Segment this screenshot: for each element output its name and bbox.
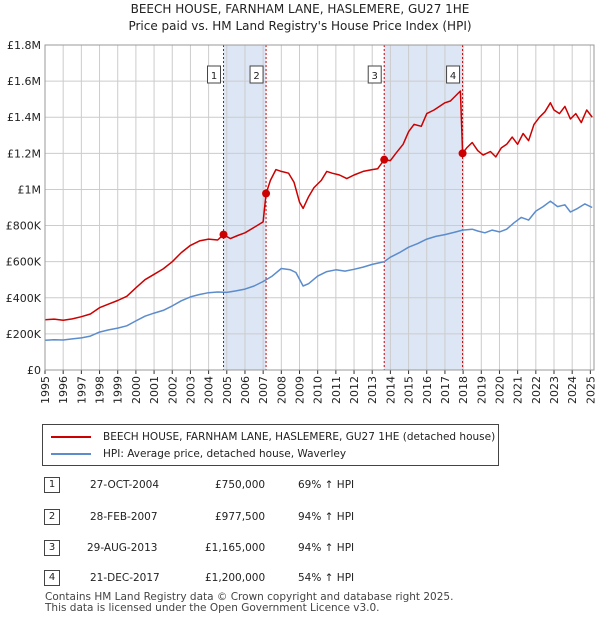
y-tick-label: £600K [6, 256, 42, 269]
transaction-hpi: 94% ↑ HPI [298, 542, 355, 554]
series-lines [44, 90, 593, 341]
x-tick-label: 2022 [530, 376, 543, 404]
x-tick-label: 2016 [421, 376, 434, 404]
x-tick-label: 2008 [275, 376, 288, 404]
transaction-label-box [367, 65, 382, 84]
x-tick-label: 2023 [548, 376, 561, 404]
transaction-hpi: 54% ↑ HPI [298, 572, 355, 584]
x-tick-label: 2025 [584, 376, 597, 404]
transaction-number: 2 [44, 509, 60, 525]
x-tick-label: 2005 [221, 376, 234, 404]
legend-line-hpi [51, 453, 91, 455]
legend-item-property: BEECH HOUSE, FARNHAM LANE, HASLEMERE, GU… [51, 429, 495, 445]
transaction-point [262, 189, 271, 198]
transaction-label-box [249, 65, 264, 84]
y-tick-label: £200K [6, 328, 42, 341]
gridlines [44, 44, 594, 371]
x-tick-label: 2004 [203, 376, 216, 404]
transaction-number: 3 [44, 540, 60, 556]
x-tick-label: 1999 [112, 376, 125, 404]
transaction-number: 1 [44, 477, 60, 493]
x-tick-label: 2014 [384, 376, 397, 404]
legend-item-hpi: HPI: Average price, detached house, Wave… [51, 446, 346, 462]
transaction-hpi: 69% ↑ HPI [298, 479, 355, 491]
transaction-date: 27-OCT-2004 [90, 479, 159, 491]
x-tick-label: 2006 [239, 376, 252, 404]
transaction-label-box [207, 65, 222, 84]
x-tick-label: 1997 [75, 376, 88, 404]
x-tick-label: 2007 [257, 376, 270, 404]
footer-line-2: This data is licensed under the Open Gov… [45, 602, 380, 614]
transaction-row: 3 29-AUG-2013 £1,165,000 94% ↑ HPI [0, 537, 600, 561]
x-tick-label: 2002 [166, 376, 179, 404]
transaction-markers: 1 2 3 4 [207, 65, 467, 239]
axes: £0 £200K £400K £600K £800K £1M £1.2M £1.4M £1.6M… [6, 39, 598, 404]
transaction-row: 1 27-OCT-2004 £750,000 69% ↑ HPI [0, 474, 600, 498]
shaded-period [384, 45, 463, 370]
legend-label-hpi: HPI: Average price, detached house, Wave… [103, 448, 347, 460]
x-tick-label: 2015 [403, 376, 416, 404]
x-tick-label: 2017 [439, 376, 452, 404]
y-tick-label: £1.8M [7, 39, 41, 52]
footer-line-1: Contains HM Land Registry data © Crown c… [45, 591, 454, 603]
transaction-point [380, 155, 389, 164]
chart-title-line2: Price paid vs. HM Land Registry's House … [128, 19, 471, 33]
transaction-label: 2 [253, 71, 259, 82]
plot-frame [44, 44, 595, 371]
transaction-label: 3 [372, 71, 378, 82]
x-tick-label: 2024 [566, 376, 579, 404]
legend-label-property: BEECH HOUSE, FARNHAM LANE, HASLEMERE, GU… [103, 431, 496, 443]
transaction-point [458, 149, 467, 158]
transaction-date: 28-FEB-2007 [90, 511, 158, 523]
y-tick-label: £400K [6, 292, 42, 305]
transaction-price: £1,200,000 [205, 572, 266, 584]
transaction-label: 1 [211, 71, 217, 82]
x-tick-label: 2013 [366, 376, 379, 404]
price-chart: BEECH HOUSE, FARNHAM LANE, HASLEMERE, GU… [6, 2, 598, 404]
series-line [44, 200, 593, 341]
transaction-date: 21-DEC-2017 [90, 572, 160, 584]
x-tick-label: 1995 [39, 376, 52, 404]
x-tick-label: 2010 [312, 376, 325, 404]
transaction-row: 4 21-DEC-2017 £1,200,000 54% ↑ HPI [0, 567, 600, 591]
transaction-date: 29-AUG-2013 [87, 542, 158, 554]
y-tick-label: £1.4M [7, 111, 41, 124]
y-tick-label: £1M [18, 183, 42, 196]
transaction-label: 4 [450, 71, 456, 82]
x-tick-label: 2003 [184, 376, 197, 404]
transaction-price: £977,500 [215, 511, 266, 523]
transaction-label-box [446, 65, 461, 84]
x-tick-label: 2018 [457, 376, 470, 404]
x-tick-label: 2000 [130, 376, 143, 404]
x-tick-label: 1998 [94, 376, 107, 404]
y-tick-label: £0 [27, 364, 41, 377]
y-tick-label: £1.6M [7, 75, 41, 88]
transaction-price: £750,000 [215, 479, 266, 491]
legend: BEECH HOUSE, FARNHAM LANE, HASLEMERE, GU… [42, 424, 499, 466]
chart-title-line1: BEECH HOUSE, FARNHAM LANE, HASLEMERE, GU… [131, 2, 470, 16]
transaction-price: £1,165,000 [205, 542, 266, 554]
transaction-hpi: 94% ↑ HPI [298, 511, 355, 523]
x-tick-label: 2021 [512, 376, 525, 404]
x-tick-label: 2019 [475, 376, 488, 404]
legend-line-property [51, 436, 91, 438]
transaction-row: 2 28-FEB-2007 £977,500 94% ↑ HPI [0, 506, 600, 530]
x-tick-label: 2011 [330, 376, 343, 404]
x-tick-label: 2012 [348, 376, 361, 404]
x-tick-label: 2009 [294, 376, 307, 404]
transaction-number: 4 [44, 570, 60, 586]
y-tick-label: £800K [6, 220, 42, 233]
x-tick-label: 1996 [57, 376, 70, 404]
series-line [44, 90, 593, 321]
x-tick-label: 2020 [493, 376, 506, 404]
x-tick-label: 2001 [148, 376, 161, 404]
footer-credit: Contains HM Land Registry data © Crown c… [45, 592, 453, 614]
transaction-point [219, 230, 228, 239]
y-tick-label: £1.2M [7, 147, 41, 160]
